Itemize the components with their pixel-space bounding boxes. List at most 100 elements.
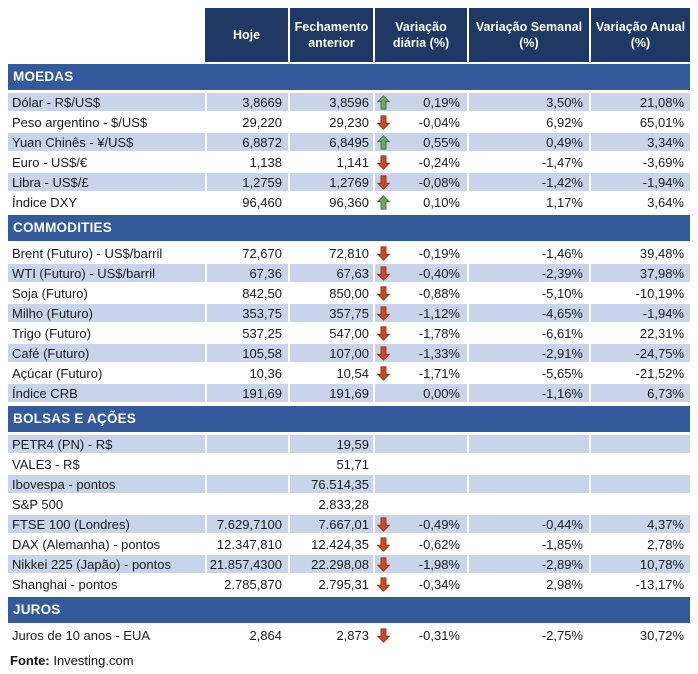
row-label: DAX (Alemanha) - pontos	[8, 535, 205, 554]
weekly-variation-value: -2,89%	[467, 555, 589, 574]
table-row: Libra - US$/£ 1,2759 1,2769 -0,08% -1,42% -1,…	[8, 173, 690, 193]
daily-variation-cell: 0,10%	[373, 193, 467, 212]
today-value: 2.785,870	[205, 575, 288, 594]
annual-variation-value: 30,72%	[589, 626, 690, 645]
daily-variation-cell: -0,08%	[373, 173, 467, 192]
today-value: 67,36	[205, 264, 288, 283]
table-row: Índice DXY 96,460 96,360 0,10% 1,17% 3,64%	[8, 193, 690, 213]
section-header-bolsas-e-acoes: BOLSAS E AÇÕES	[8, 406, 690, 432]
annual-variation-value	[589, 475, 690, 494]
down-arrow-icon	[377, 577, 390, 592]
daily-variation-cell: -0,31%	[373, 626, 467, 645]
annual-variation-value: -24,75%	[589, 344, 690, 363]
today-value: 29,220	[205, 113, 288, 132]
daily-variation-value: 0,10%	[423, 195, 460, 210]
daily-variation-value: -0,08%	[418, 175, 460, 190]
table-row: Nikkei 225 (Japão) - pontos 21.857,4300 22…	[8, 555, 690, 575]
down-arrow-icon	[377, 286, 390, 301]
weekly-variation-value: -2,91%	[467, 344, 589, 363]
market-summary-table: Hoje Fechamento anterior Variação diária…	[8, 8, 690, 668]
previous-close-value: 96,360	[288, 193, 373, 212]
down-arrow-icon	[377, 155, 390, 170]
previous-close-value: 2,873	[288, 626, 373, 645]
row-label: S&P 500	[8, 495, 205, 514]
up-arrow-icon	[377, 195, 390, 210]
weekly-variation-value: -5,65%	[467, 364, 589, 383]
source-value: Investing.com	[53, 653, 134, 668]
daily-variation-value: -1,78%	[418, 326, 460, 341]
row-label: WTI (Futuro) - US$/barril	[8, 264, 205, 283]
row-label: Açúcar (Futuro)	[8, 364, 205, 383]
annual-variation-value: -10,19%	[589, 284, 690, 303]
column-header-hoje: Hoje	[205, 8, 288, 62]
annual-variation-value: -1,94%	[589, 304, 690, 323]
previous-close-value: 357,75	[288, 304, 373, 323]
annual-variation-value: 3,64%	[589, 193, 690, 212]
weekly-variation-value	[467, 435, 589, 454]
table-row: Yuan Chinês - ¥/US$ 6,8872 6,8495 0,55% 0,49…	[8, 133, 690, 153]
previous-close-value: 107,00	[288, 344, 373, 363]
today-value: 10,36	[205, 364, 288, 383]
daily-variation-cell: 0,00%	[373, 384, 467, 403]
annual-variation-value: 10,78%	[589, 555, 690, 574]
table-row: Dólar - R$/US$ 3,8669 3,8596 0,19% 3,50% 21,0…	[8, 93, 690, 113]
today-value: 842,50	[205, 284, 288, 303]
previous-close-value: 2.795,31	[288, 575, 373, 594]
daily-variation-value: -0,19%	[418, 246, 460, 261]
weekly-variation-value: 1,17%	[467, 193, 589, 212]
table-row: FTSE 100 (Londres) 7.629,7100 7.667,01 -0,4…	[8, 515, 690, 535]
weekly-variation-value: -2,75%	[467, 626, 589, 645]
previous-close-value: 850,00	[288, 284, 373, 303]
section-title: JUROS	[13, 602, 61, 617]
section-title: MOEDAS	[13, 69, 74, 84]
header-spacer	[8, 8, 205, 62]
row-label: Juros de 10 anos - EUA	[8, 626, 205, 645]
today-value: 3,8669	[205, 93, 288, 112]
today-value	[205, 475, 288, 494]
today-value	[205, 495, 288, 514]
annual-variation-value: 2,78%	[589, 535, 690, 554]
previous-close-value: 191,69	[288, 384, 373, 403]
daily-variation-value: -1,33%	[418, 346, 460, 361]
previous-close-value: 547,00	[288, 324, 373, 343]
down-arrow-icon	[377, 246, 390, 261]
today-value: 537,25	[205, 324, 288, 343]
daily-variation-cell	[373, 495, 467, 514]
up-arrow-icon	[377, 95, 390, 110]
daily-variation-value: -1,12%	[418, 306, 460, 321]
table-row: DAX (Alemanha) - pontos 12.347,810 12.424,…	[8, 535, 690, 555]
table-row: Café (Futuro) 105,58 107,00 -1,33% -2,91% -24…	[8, 344, 690, 364]
down-arrow-icon	[377, 346, 390, 361]
row-label: Ibovespa - pontos	[8, 475, 205, 494]
previous-close-value: 72,810	[288, 244, 373, 263]
annual-variation-value: -21,52%	[589, 364, 690, 383]
row-label: Trigo (Futuro)	[8, 324, 205, 343]
weekly-variation-value: -1,42%	[467, 173, 589, 192]
table-row: Shanghai - pontos 2.785,870 2.795,31 -0,34%…	[8, 575, 690, 595]
column-header-var-semanal: Variação Semanal (%)	[467, 8, 589, 62]
daily-variation-value: -1,98%	[418, 557, 460, 572]
section-header-moedas: MOEDAS	[8, 64, 690, 90]
daily-variation-cell: -0,24%	[373, 153, 467, 172]
table-row: Trigo (Futuro) 537,25 547,00 -1,78% -6,61% 22…	[8, 324, 690, 344]
table-row: VALE3 - R$ 51,71	[8, 455, 690, 475]
daily-variation-cell: -1,98%	[373, 555, 467, 574]
annual-variation-value: 22,31%	[589, 324, 690, 343]
section-header-juros: JUROS	[8, 597, 690, 623]
daily-variation-value: -0,04%	[418, 115, 460, 130]
row-label: PETR4 (PN) - R$	[8, 435, 205, 454]
today-value: 353,75	[205, 304, 288, 323]
annual-variation-value: 39,48%	[589, 244, 690, 263]
daily-variation-cell: -1,71%	[373, 364, 467, 383]
table-body: MOEDAS Dólar - R$/US$ 3,8669 3,8596 0,19% 3,5…	[8, 64, 690, 646]
row-label: Índice DXY	[8, 193, 205, 212]
previous-close-value: 76.514,35	[288, 475, 373, 494]
weekly-variation-value: -2,39%	[467, 264, 589, 283]
daily-variation-value: -0,24%	[418, 155, 460, 170]
weekly-variation-value	[467, 495, 589, 514]
down-arrow-icon	[377, 557, 390, 572]
section-title: BOLSAS E AÇÕES	[13, 411, 137, 426]
daily-variation-value: -0,62%	[418, 537, 460, 552]
table-row: Ibovespa - pontos 76.514,35	[8, 475, 690, 495]
daily-variation-cell: -0,62%	[373, 535, 467, 554]
